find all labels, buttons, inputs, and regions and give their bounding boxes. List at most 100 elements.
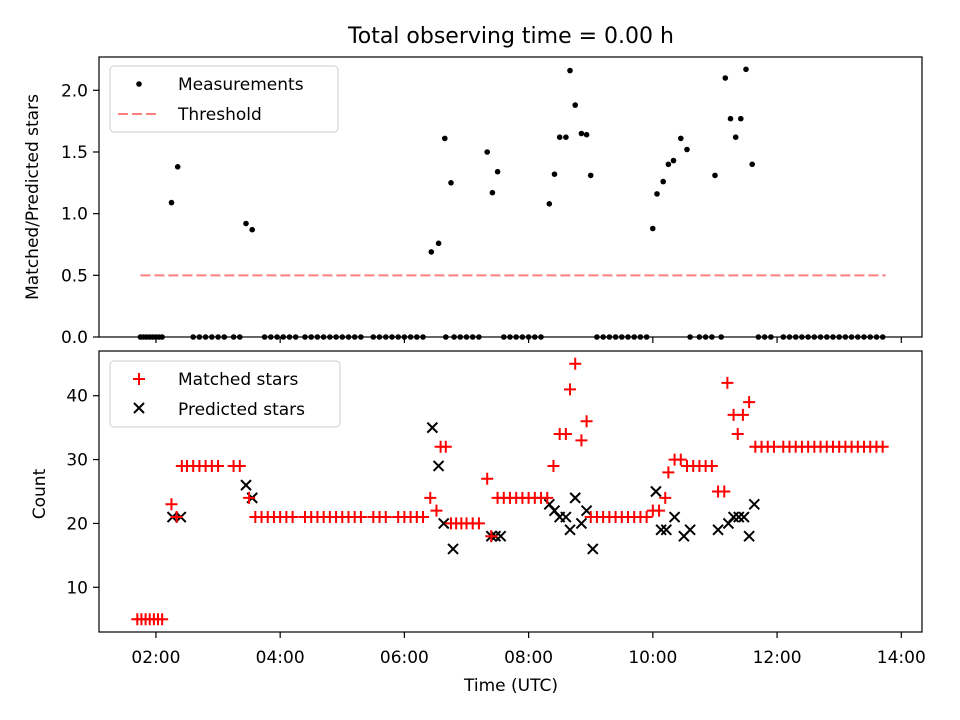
measurement-point (665, 161, 672, 168)
measurement-point (583, 131, 590, 138)
predicted-star-point (668, 511, 681, 523)
measurement-point (738, 115, 744, 122)
measurement-point (650, 225, 656, 232)
predicted-star-point (712, 524, 724, 536)
predicted-star-point (494, 530, 507, 542)
matched-star-point (674, 453, 687, 466)
measurement-point (722, 75, 729, 81)
predicted-star-point (684, 524, 696, 536)
measurement-point (654, 191, 660, 197)
count-y-tick-label: 10 (66, 578, 88, 598)
x-tick-label: 12:00 (753, 648, 802, 668)
measurement-point (249, 226, 255, 233)
measurement-point (435, 240, 442, 247)
measurement-point (494, 168, 501, 175)
matched-star-point (559, 428, 572, 441)
count-panel: 10 20 30 40 02:00 04:00 06:00 08:00 10:00 12:00 1… (30, 350, 926, 696)
matched-star-point (659, 491, 672, 504)
matched-star-point (212, 459, 225, 472)
threshold-legend-label: Threshold (177, 105, 262, 125)
count-legend-box (109, 360, 341, 428)
matched-star-point (721, 376, 734, 389)
measurement-point (489, 189, 496, 196)
measurement-point (174, 164, 181, 170)
ratio-y-tick-label: 1.0 (61, 205, 88, 225)
count-y-tick-label: 40 (66, 387, 88, 407)
predicted-star-point (560, 511, 572, 523)
measurement-point (556, 134, 563, 140)
ratio-y-tick-label: 0.5 (61, 266, 88, 286)
matched-star-point (876, 440, 889, 453)
measurement-point (567, 67, 573, 74)
matched-star-point (165, 498, 178, 511)
predicted-star-point (426, 421, 439, 434)
measurement-point (684, 146, 690, 153)
predicted-star-point (569, 492, 581, 504)
matched-star-point (379, 511, 392, 524)
predicted-star-point (743, 530, 755, 542)
matched-star-point (718, 485, 731, 498)
ratio-y-axis-label: Matched/Predicted stars (23, 94, 43, 300)
matched-star-point (430, 504, 443, 517)
ratio-legend-box (109, 65, 339, 133)
measurement-point (727, 115, 734, 122)
ratio-y-tick-label: 0.0 (61, 328, 88, 348)
x-tick-label: 06:00 (380, 648, 429, 668)
ratio-y-tick-label: 1.5 (61, 143, 88, 163)
matched-star-point (354, 511, 367, 524)
measurement-point (168, 199, 175, 206)
measurements-legend-label: Measurements (178, 75, 304, 95)
matched-star-point (472, 517, 485, 530)
predicted-legend-marker (133, 402, 145, 414)
predicted-star-point (660, 524, 673, 536)
predicted-star-point (733, 511, 745, 523)
measurement-point (732, 134, 739, 140)
measurement-point (563, 134, 569, 140)
predicted-star-point (240, 479, 252, 491)
figure-title: Total observing time = 0.00 h (347, 24, 674, 49)
matched-star-point (417, 511, 430, 524)
ratio-plot-frame (98, 56, 923, 338)
x-axis-label: Time (UTC) (463, 676, 558, 696)
measurement-point (678, 135, 684, 142)
measurement-point (551, 171, 558, 177)
measurement-point (484, 149, 491, 155)
matched-star-point (662, 466, 675, 479)
ratio-y-ticks: 0.0 0.5 1.0 1.5 2.0 (61, 81, 99, 348)
measurement-point (578, 130, 585, 137)
ratio-panel: 0.00.51.01.52.0 Matched/Predicted stars … (23, 56, 923, 348)
predicted-star-point (447, 543, 459, 555)
ratio-x-ticks (155, 337, 902, 343)
measurement-point (546, 201, 553, 207)
matched-star-point (286, 511, 299, 524)
count-y-ticks: 10 20 30 40 (66, 387, 99, 598)
matched-stars-series (131, 357, 889, 626)
ratio-y-tick-label: 2.0 (61, 81, 88, 101)
measurement-point (428, 249, 435, 255)
matched-star-point (547, 459, 560, 472)
predicted-star-point (748, 498, 761, 510)
count-y-axis-label: Count (30, 468, 50, 519)
predicted-star-point (438, 517, 450, 530)
x-tick-label: 02:00 (131, 648, 180, 668)
matched-legend-marker (133, 373, 145, 385)
measurements-series (137, 66, 886, 340)
predicted-legend-label: Predicted stars (178, 400, 305, 420)
ratio-legend: Measurements Threshold (109, 65, 339, 133)
matched-star-point (575, 434, 588, 447)
matched-star-point (156, 613, 169, 626)
matched-star-point (653, 504, 666, 517)
count-y-tick-label: 20 (66, 514, 88, 534)
x-tick-label: 10:00 (628, 648, 677, 668)
matched-legend-label: Matched stars (178, 370, 298, 390)
measurement-point (743, 66, 749, 73)
x-tick-label: 08:00 (504, 648, 553, 668)
measurement-point (660, 178, 666, 185)
predicted-star-point (587, 543, 599, 555)
count-y-tick-label: 30 (66, 451, 88, 471)
predicted-star-point (432, 460, 445, 472)
measurement-point (712, 172, 718, 179)
measurement-point (587, 172, 594, 179)
matched-star-point (640, 511, 653, 524)
